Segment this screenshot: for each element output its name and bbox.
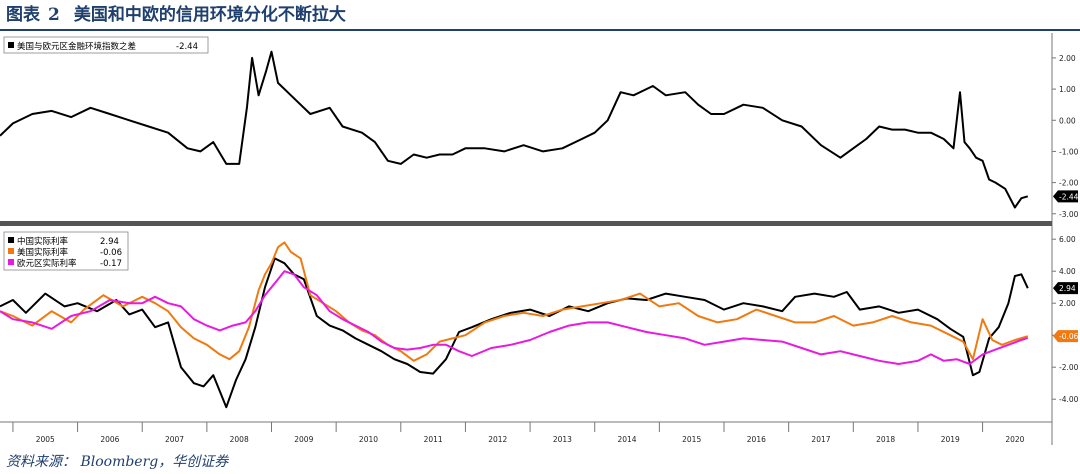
y-tick-label: 2.00 — [1059, 54, 1076, 63]
last-value-badge-text: -2.44 — [1059, 192, 1079, 201]
x-tick-label: 2020 — [1005, 435, 1024, 444]
y-tick-label: 0.00 — [1059, 116, 1076, 125]
x-tick-label: 2012 — [488, 435, 507, 444]
y-tick-label: -2.00 — [1059, 179, 1079, 188]
figure-label: 图表 — [6, 5, 40, 25]
x-tick-label: 2016 — [747, 435, 766, 444]
legend-swatch — [8, 42, 14, 48]
figure-title: 图表 2 美国和中欧的信用环境分化不断拉大 — [6, 3, 346, 27]
last-value-badge — [1053, 282, 1078, 295]
legend-series-name: 美国实际利率 — [17, 247, 69, 258]
last-value-badge-text: -0.06 — [1059, 332, 1079, 341]
x-tick-label: 2018 — [876, 435, 895, 444]
y-tick-label: -3.00 — [1059, 210, 1079, 219]
y-tick-label: -1.00 — [1059, 147, 1079, 156]
figure-number: 2 — [48, 5, 60, 25]
x-tick-label: 2005 — [36, 435, 55, 444]
legend-swatch — [8, 259, 14, 265]
x-tick-label: 2009 — [294, 435, 313, 444]
figure-heading: 美国和中欧的信用环境分化不断拉大 — [73, 5, 346, 25]
legend-last-value: -0.17 — [100, 259, 122, 269]
x-tick-label: 2008 — [230, 435, 249, 444]
legend-last-value: -2.44 — [176, 42, 198, 52]
y-tick-label: -2.00 — [1059, 363, 1079, 372]
x-tick-label: 2017 — [811, 435, 830, 444]
y-tick-label: 6.00 — [1059, 235, 1076, 244]
series-line-2-3 — [0, 270, 1029, 365]
legend-swatch — [8, 248, 14, 254]
x-tick-label: 2011 — [424, 435, 443, 444]
last-value-badge-text: 2.94 — [1059, 284, 1076, 293]
x-tick-label: 2019 — [941, 435, 960, 444]
legend-series-name: 欧元区实际利率 — [17, 258, 77, 269]
legend-last-value: -0.06 — [100, 248, 122, 258]
series-line-2-1 — [0, 257, 1029, 409]
panel-divider — [0, 221, 1052, 226]
chart-canvas: 2.00 1.00 0.00 -1.00 -2.00 -3.00 -2.44 美国与欧元区金融… — [0, 33, 1079, 445]
legend-series-name: 中国实际利率 — [17, 236, 69, 247]
y-tick-label: 2.00 — [1059, 299, 1076, 308]
legend-swatch — [8, 237, 14, 243]
legend-box — [3, 36, 209, 54]
y-tick-label: 4.00 — [1059, 267, 1076, 276]
x-tick-label: 2010 — [359, 435, 378, 444]
last-value-badge — [1053, 330, 1078, 343]
y-tick-label: 1.00 — [1059, 85, 1076, 94]
legend-box — [3, 231, 129, 271]
title-rule — [0, 29, 1080, 31]
series-line-1-1 — [0, 50, 1029, 209]
source-note: 资料来源： Bloomberg，华创证券 — [6, 454, 229, 470]
x-tick-label: 2014 — [617, 435, 636, 444]
x-tick-label: 2006 — [100, 435, 119, 444]
last-value-badge — [1053, 190, 1078, 203]
x-tick-label: 2007 — [165, 435, 184, 444]
x-tick-label: 2015 — [682, 435, 701, 444]
legend-series-name: 美国与欧元区金融环境指数之差 — [17, 41, 136, 52]
series-line-2-2 — [0, 241, 1029, 362]
legend-last-value: 2.94 — [100, 237, 119, 247]
x-tick-label: 2013 — [553, 435, 572, 444]
y-tick-label: -4.00 — [1059, 395, 1079, 404]
